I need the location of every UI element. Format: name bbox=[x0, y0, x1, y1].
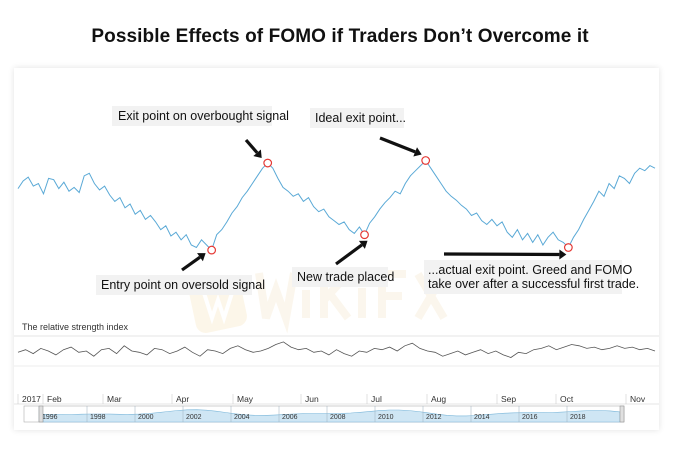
navigator-left-handle[interactable] bbox=[38, 405, 44, 423]
arrow-shaft-3 bbox=[335, 243, 363, 266]
arrow-shaft-1 bbox=[379, 136, 416, 154]
arrow-head-3 bbox=[358, 240, 368, 249]
month-label: Feb bbox=[47, 394, 62, 404]
signal-marker-0 bbox=[207, 245, 217, 255]
year-label: 2000 bbox=[138, 414, 154, 421]
label-actual-exit-line2: take over after a successful first trade… bbox=[428, 277, 639, 291]
arrow-shaft-2 bbox=[181, 255, 201, 272]
label-ideal-exit: Ideal exit point... bbox=[315, 111, 406, 125]
price-series-line bbox=[17, 159, 656, 252]
chart-panel: Exit point on overbought signal Ideal ex… bbox=[14, 68, 659, 430]
arrow-shaft-0 bbox=[244, 138, 259, 154]
signal-marker-1 bbox=[263, 158, 273, 168]
year-label: 2002 bbox=[186, 414, 202, 421]
month-label: Oct bbox=[560, 394, 574, 404]
chart-svg: Exit point on overbought signal Ideal ex… bbox=[14, 106, 659, 423]
range-navigator[interactable]: 1996 1998 2000 2002 2004 2006 2008 2010 2012 2014… bbox=[23, 405, 625, 423]
month-label: Aug bbox=[431, 394, 446, 404]
signal-marker-4 bbox=[563, 243, 573, 252]
year-axis: 1996 1998 2000 2002 2004 2006 2008 2010 2012 2014… bbox=[38, 406, 586, 422]
year-label: 2006 bbox=[282, 414, 298, 421]
label-entry-oversold: Entry point on oversold signal bbox=[101, 278, 265, 292]
navigator-area bbox=[42, 409, 621, 423]
label-bg-exit-overbought bbox=[112, 106, 272, 126]
year-label: 1996 bbox=[42, 414, 58, 421]
year-label: 2008 bbox=[330, 414, 346, 421]
month-axis: 2017 Feb Mar Apr May Jun Jul Aug Sep Oct Nov bbox=[14, 394, 659, 405]
label-bg-new-trade bbox=[292, 267, 388, 287]
year-label: 2010 bbox=[378, 414, 394, 421]
month-label: Jul bbox=[371, 394, 382, 404]
rsi-series-line bbox=[17, 341, 656, 358]
arrow-head-1 bbox=[413, 147, 422, 157]
month-label: 2017 bbox=[22, 394, 41, 404]
navigator-right-handle[interactable] bbox=[619, 405, 625, 423]
year-label: 2016 bbox=[522, 414, 538, 421]
annotation-arrows bbox=[181, 136, 567, 272]
label-exit-overbought: Exit point on overbought signal bbox=[118, 109, 289, 123]
month-label: May bbox=[237, 394, 254, 404]
signal-marker-2 bbox=[360, 230, 369, 240]
arrow-head-0 bbox=[253, 149, 262, 159]
label-bg-entry-oversold bbox=[96, 275, 252, 295]
chart-title: Possible Effects of FOMO if Traders Don’… bbox=[91, 26, 589, 47]
signal-markers bbox=[207, 156, 573, 255]
arrow-head-4 bbox=[559, 249, 567, 260]
year-label: 2004 bbox=[234, 414, 250, 421]
month-label: Mar bbox=[107, 394, 122, 404]
label-bg-ideal-exit bbox=[310, 108, 404, 128]
year-label: 2018 bbox=[570, 414, 586, 421]
year-label: 2014 bbox=[474, 414, 490, 421]
arrow-head-2 bbox=[197, 253, 206, 262]
month-label: Jun bbox=[305, 394, 319, 404]
month-label: Apr bbox=[176, 394, 189, 404]
month-label: Sep bbox=[501, 394, 516, 404]
year-label: 1998 bbox=[90, 414, 106, 421]
label-bg-actual-exit bbox=[424, 260, 622, 294]
month-label: Nov bbox=[630, 394, 646, 404]
label-new-trade: New trade placed bbox=[297, 270, 394, 284]
signal-marker-3 bbox=[421, 156, 431, 165]
rsi-title: The relative strength index bbox=[22, 322, 129, 332]
label-actual-exit-line1: ...actual exit point. Greed and FOMO bbox=[428, 263, 633, 277]
year-label: 2012 bbox=[426, 414, 442, 421]
